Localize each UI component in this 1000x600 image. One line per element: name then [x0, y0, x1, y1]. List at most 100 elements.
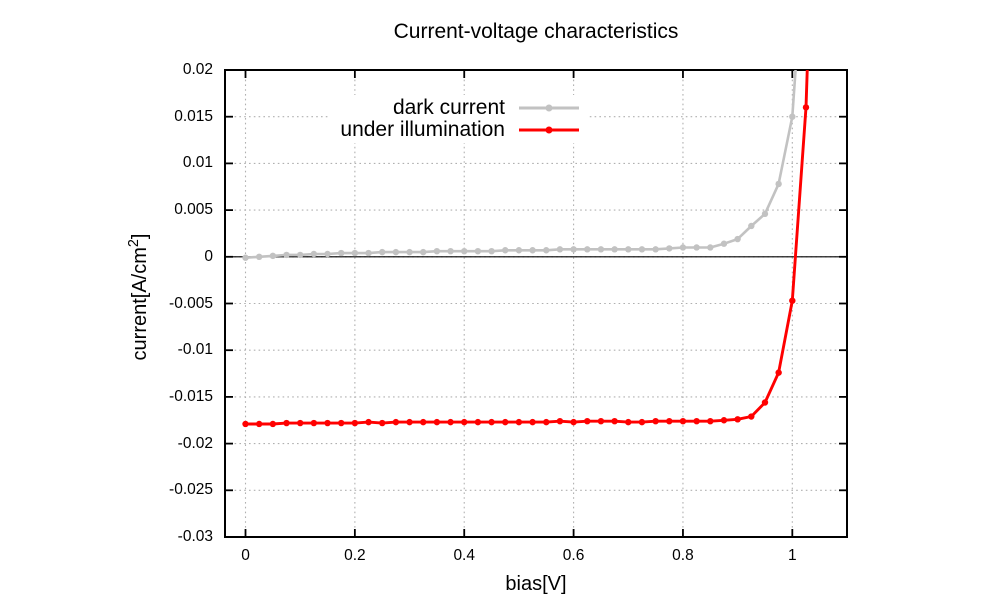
- data-point: [255, 420, 263, 428]
- data-point: [570, 418, 577, 426]
- y-tick-label: 0.005: [174, 201, 213, 219]
- data-point: [365, 418, 372, 426]
- data-point: [666, 245, 673, 252]
- x-tick-label: 0.8: [672, 547, 694, 564]
- x-axis-label: bias[V]: [505, 573, 567, 595]
- data-point: [392, 418, 400, 426]
- data-point: [638, 246, 646, 253]
- y-axis-label: current[A/cm2]: [126, 233, 151, 361]
- legend-sample-under-illumination: [519, 126, 579, 134]
- data-point: [296, 251, 304, 259]
- data-point: [447, 418, 454, 426]
- data-point: [324, 419, 331, 427]
- data-point: [693, 417, 700, 425]
- y-tick-label: 0: [204, 247, 213, 265]
- y-tick-label: -0.005: [169, 294, 213, 312]
- chart-title: Current-voltage characteristics: [393, 20, 679, 43]
- y-tick-label: -0.02: [177, 434, 213, 452]
- data-point: [584, 417, 591, 425]
- series-dark-current: [242, 70, 797, 261]
- data-point: [283, 419, 290, 427]
- data-point: [269, 420, 277, 428]
- data-point: [488, 418, 495, 426]
- data-point: [365, 249, 372, 257]
- series-line: [245, 70, 809, 426]
- data-point: [529, 418, 536, 426]
- data-point: [597, 246, 605, 253]
- data-point: [351, 419, 359, 427]
- data-point: [283, 251, 290, 259]
- data-point: [802, 104, 810, 111]
- data-point: [447, 247, 454, 255]
- data-point: [461, 247, 468, 255]
- data-point: [433, 247, 441, 255]
- data-point: [379, 419, 386, 427]
- data-point: [761, 399, 769, 406]
- data-point: [474, 247, 482, 255]
- data-point: [242, 254, 249, 261]
- data-point: [597, 417, 605, 425]
- data-point: [652, 246, 659, 253]
- x-tick-label: 0.6: [562, 547, 585, 564]
- data-point: [789, 113, 796, 120]
- legend-label-dark-current: dark current: [392, 96, 505, 119]
- data-point: [515, 418, 523, 426]
- data-point: [611, 417, 618, 425]
- data-point: [775, 180, 782, 188]
- data-point: [310, 419, 318, 427]
- data-point: [734, 416, 741, 423]
- data-point: [296, 419, 304, 427]
- data-point: [748, 222, 755, 230]
- data-point: [584, 246, 591, 253]
- data-point: [351, 249, 359, 257]
- x-tick-label: 0: [241, 547, 250, 564]
- data-point: [556, 246, 564, 253]
- data-point: [461, 418, 468, 426]
- data-point: [679, 244, 687, 251]
- data-point: [556, 417, 564, 425]
- series-under-illumination: [242, 70, 810, 428]
- y-tick-label: -0.025: [169, 481, 213, 499]
- data-point: [337, 419, 345, 427]
- data-point: [529, 247, 536, 254]
- legend-item-under-illumination: under illumination: [340, 118, 580, 141]
- data-point: [611, 246, 618, 253]
- data-point: [652, 417, 659, 425]
- data-point: [502, 247, 509, 254]
- data-point: [310, 250, 318, 258]
- data-point: [269, 252, 277, 260]
- data-point: [720, 240, 728, 247]
- data-point: [789, 297, 796, 304]
- data-point: [515, 247, 523, 254]
- data-point: [666, 417, 673, 425]
- data-point: [433, 418, 441, 426]
- data-point: [707, 417, 714, 425]
- y-tick-label: 0.02: [182, 61, 213, 78]
- y-tick-label: -0.03: [177, 528, 213, 545]
- data-point: [693, 244, 700, 251]
- legend-sample-dark-current: [519, 104, 579, 112]
- data-point: [543, 418, 550, 426]
- data-point: [761, 210, 769, 218]
- data-point: [324, 250, 331, 258]
- data-point: [625, 246, 632, 253]
- legend: dark current under illumination: [328, 95, 588, 143]
- data-point: [406, 248, 413, 256]
- data-point: [337, 249, 345, 257]
- legend-label-under-illumination: under illumination: [340, 118, 505, 141]
- data-point: [707, 244, 714, 251]
- data-point: [242, 420, 249, 428]
- data-point: [502, 418, 509, 426]
- y-tick-label: 0.01: [182, 154, 213, 172]
- data-point: [255, 253, 263, 260]
- data-point: [420, 248, 427, 256]
- data-point: [638, 418, 646, 426]
- y-tick-label: -0.015: [169, 387, 213, 405]
- x-tick-label: 1: [788, 547, 797, 564]
- y-tick-label: -0.01: [177, 341, 213, 359]
- data-point: [734, 235, 741, 243]
- data-point: [488, 247, 495, 255]
- data-point: [748, 413, 755, 420]
- data-point: [420, 418, 427, 426]
